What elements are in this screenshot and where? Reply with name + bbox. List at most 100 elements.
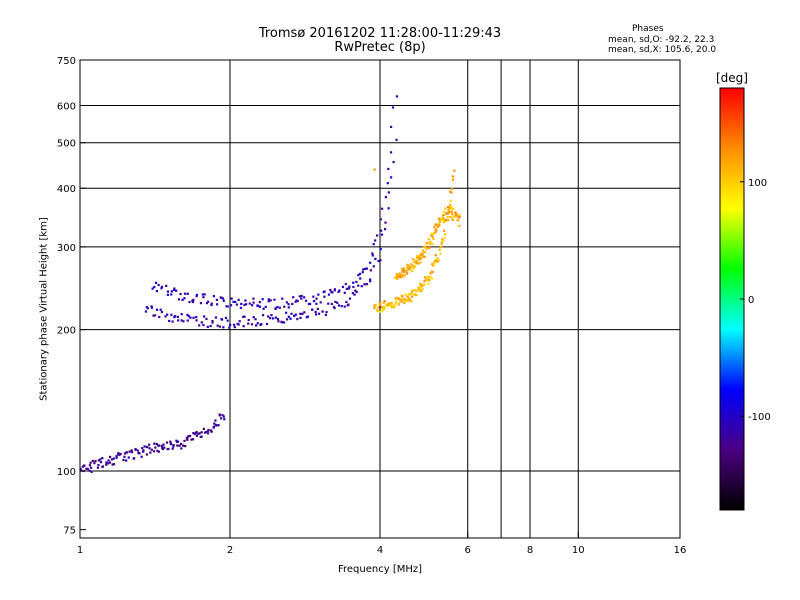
echo-point xyxy=(341,285,345,289)
echo-point xyxy=(415,259,418,263)
echo-point xyxy=(206,325,209,328)
echo-point xyxy=(394,304,397,307)
echo-point xyxy=(317,312,321,315)
echo-point xyxy=(333,288,336,291)
echo-point xyxy=(390,125,393,128)
echo-point xyxy=(431,242,434,246)
echo-point xyxy=(427,278,431,282)
echo-point xyxy=(252,297,255,300)
echo-point xyxy=(210,430,213,433)
echo-point xyxy=(411,289,414,293)
echo-point xyxy=(128,450,131,453)
echo-point xyxy=(307,302,311,306)
echo-point xyxy=(293,314,296,317)
echo-point xyxy=(145,305,148,309)
echo-point xyxy=(404,300,407,303)
echo-point xyxy=(434,223,437,226)
colorbar-unit-label: [deg] xyxy=(716,71,748,85)
echo-point xyxy=(414,293,417,296)
echo-point xyxy=(200,431,203,434)
echo-point xyxy=(296,299,299,303)
echo-point xyxy=(155,289,159,293)
echo-point xyxy=(408,298,411,301)
echo-point xyxy=(423,251,427,254)
echo-point xyxy=(413,259,416,262)
echo-point xyxy=(371,252,374,255)
echo-point xyxy=(411,295,414,298)
echo-point xyxy=(419,258,422,261)
echo-point xyxy=(381,309,384,312)
echo-point xyxy=(348,297,352,300)
echo-point xyxy=(202,296,205,299)
echo-point xyxy=(424,245,427,248)
echo-point xyxy=(175,439,178,442)
echo-point xyxy=(144,310,148,313)
echo-point xyxy=(285,318,289,321)
echo-point xyxy=(222,326,225,329)
echo-point xyxy=(392,306,396,309)
echo-point xyxy=(200,435,203,438)
echo-point xyxy=(146,307,149,310)
echo-point xyxy=(187,315,190,318)
echo-point xyxy=(267,298,270,301)
echo-point xyxy=(247,318,250,322)
echo-point xyxy=(210,303,213,307)
echo-point xyxy=(398,298,402,301)
echo-point xyxy=(173,288,176,292)
echo-point xyxy=(401,295,404,298)
echo-point xyxy=(400,300,403,303)
echo-point xyxy=(221,413,224,417)
echo-point xyxy=(112,463,116,466)
echo-point xyxy=(209,324,212,328)
echo-point xyxy=(452,207,455,210)
echo-point xyxy=(389,304,393,308)
echo-point xyxy=(336,301,339,304)
echo-point xyxy=(419,253,422,256)
echo-point xyxy=(390,302,393,305)
echo-point xyxy=(315,297,318,300)
echo-point xyxy=(177,319,180,322)
echo-point xyxy=(300,294,303,298)
echo-point xyxy=(413,265,417,268)
echo-point xyxy=(432,237,435,241)
echo-point xyxy=(323,290,326,293)
y-tick-label: 750 xyxy=(57,56,76,67)
echo-point xyxy=(176,440,180,443)
echo-point xyxy=(440,242,444,245)
echo-point xyxy=(211,321,214,324)
echo-point xyxy=(448,210,451,214)
echo-point xyxy=(195,434,199,437)
echo-point xyxy=(226,319,229,322)
echo-point xyxy=(229,323,232,327)
echo-point xyxy=(405,298,408,302)
echo-point xyxy=(399,276,402,279)
echo-point xyxy=(239,306,243,310)
echo-point xyxy=(256,304,260,307)
echo-point xyxy=(373,306,376,309)
echo-point xyxy=(199,302,203,305)
echo-point xyxy=(160,287,163,290)
echo-point xyxy=(206,432,210,435)
echo-point xyxy=(203,431,207,434)
echo-point xyxy=(210,429,213,432)
echo-point xyxy=(458,214,461,217)
echo-point xyxy=(150,305,153,308)
echo-point xyxy=(435,229,438,232)
echo-point xyxy=(407,299,410,302)
echo-point xyxy=(289,317,292,320)
echo-point xyxy=(437,225,440,228)
echo-point xyxy=(220,296,223,299)
echo-point xyxy=(165,284,168,288)
echo-point xyxy=(355,290,358,294)
phase-stat-o: mean, sd,O: -92.2, 22.3 xyxy=(608,35,715,45)
echo-point xyxy=(343,291,346,294)
echo-point xyxy=(425,277,428,280)
echo-point xyxy=(281,297,284,300)
axis-ticks: 1 2 4 6 8 10 16 75 100 200 300 400 500 600 750 xyxy=(57,56,686,556)
echo-point xyxy=(372,243,375,246)
echo-point xyxy=(418,262,421,265)
echo-point xyxy=(443,229,446,232)
echo-point xyxy=(419,261,422,264)
echo-point xyxy=(123,455,126,458)
echo-point xyxy=(108,461,112,464)
